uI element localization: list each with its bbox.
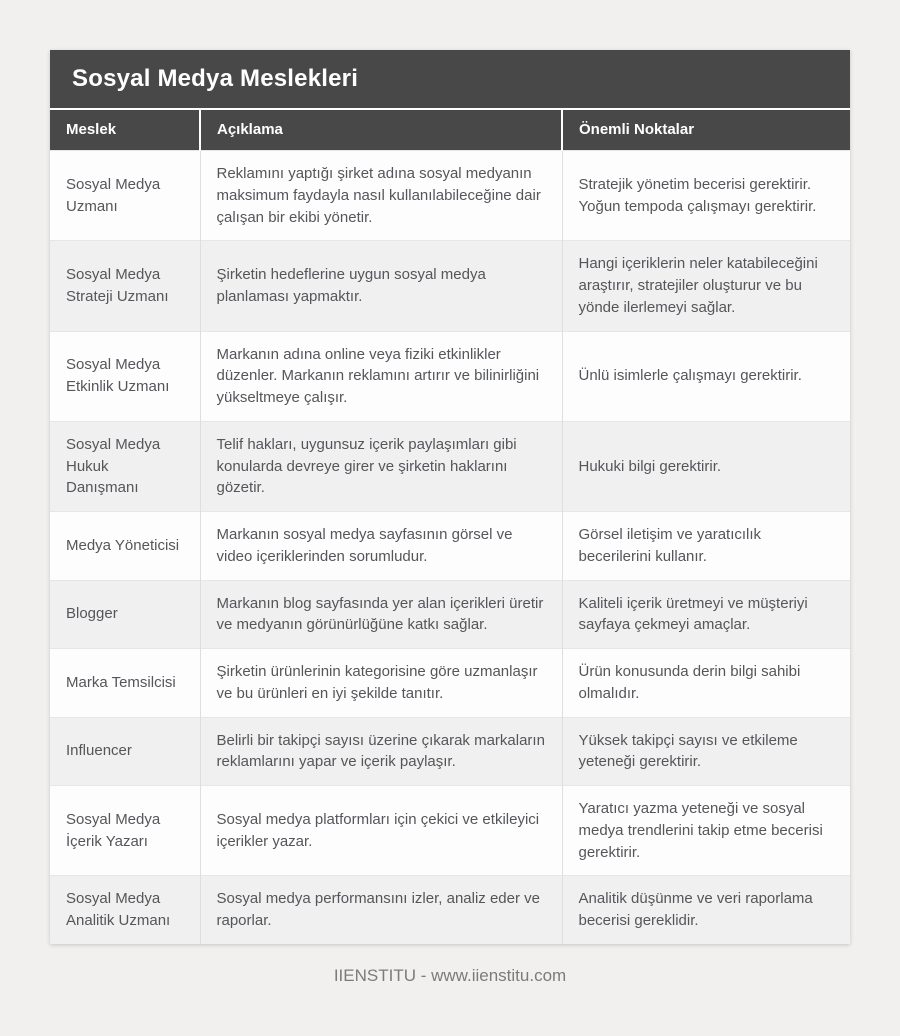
table-row: Blogger Markanın blog sayfasında yer alan…: [50, 579, 850, 649]
onemli-noktalar-cell: Hangi içeriklerin neler katabileceğini a…: [561, 240, 850, 331]
table-row: Medya Yöneticisi Markanın sosyal medya sa…: [50, 511, 850, 580]
onemli-noktalar-cell: Yaratıcı yazma yeteneği ve sosyal medya …: [561, 784, 850, 876]
meslek-cell: Sosyal Medya Analitik Uzmanı: [50, 875, 200, 944]
meslek-cell: Marka Temsilcisi: [50, 648, 200, 717]
title-bar: Sosyal Medya Meslekleri: [50, 50, 850, 110]
onemli-noktalar-cell: Hukuki bilgi gerektirir.: [561, 420, 850, 512]
onemli-noktalar-cell: Görsel iletişim ve yaratıcılık beceriler…: [561, 511, 850, 580]
aciklama-cell: Şirketin hedeflerine uygun sosyal medya …: [199, 240, 562, 331]
table-row: Sosyal Medya Analitik Uzmanı Sosyal medya…: [50, 875, 850, 944]
meslek-cell: Sosyal Medya Hukuk Danışmanı: [50, 420, 200, 512]
meslek-cell: Influencer: [50, 716, 200, 786]
table-row: Influencer Belirli bir takipçi sayısı üze…: [50, 716, 850, 786]
aciklama-cell: Sosyal medya performansını izler, analiz…: [199, 875, 562, 944]
column-header-aciklama: Açıklama: [199, 110, 562, 151]
table-row: Sosyal Medya Hukuk Danışmanı Telif haklar…: [50, 420, 850, 512]
column-header-onemli-noktalar: Önemli Noktalar: [561, 110, 850, 151]
aciklama-cell: Markanın blog sayfasında yer alan içerik…: [199, 579, 562, 649]
table-row: Sosyal Medya İçerik Yazarı Sosyal medya p…: [50, 784, 850, 876]
table-row: Sosyal Medya Strateji Uzmanı Şirketin hed…: [50, 240, 850, 331]
table-row: Marka Temsilcisi Şirketin ürünlerinin kat…: [50, 648, 850, 717]
aciklama-cell: Sosyal medya platformları için çekici ve…: [199, 784, 562, 876]
aciklama-cell: Markanın sosyal medya sayfasının görsel …: [199, 511, 562, 580]
table-card: Sosyal Medya Meslekleri Meslek Açıklama …: [50, 50, 850, 944]
aciklama-cell: Markanın adına online veya fiziki etkinl…: [199, 330, 562, 422]
table-header-row: Meslek Açıklama Önemli Noktalar: [50, 110, 850, 151]
table-row: Sosyal Medya Uzmanı Reklamını yaptığı şir…: [50, 149, 850, 241]
onemli-noktalar-cell: Yüksek takipçi sayısı ve etkileme yetene…: [561, 716, 850, 786]
meslek-cell: Sosyal Medya Strateji Uzmanı: [50, 240, 200, 331]
onemli-noktalar-cell: Stratejik yönetim becerisi gerektirir. Y…: [561, 149, 850, 241]
page-title: Sosyal Medya Meslekleri: [72, 65, 359, 92]
aciklama-cell: Şirketin ürünlerinin kategorisine göre u…: [199, 648, 562, 717]
table-body: Sosyal Medya Uzmanı Reklamını yaptığı şir…: [50, 149, 850, 944]
onemli-noktalar-cell: Analitik düşünme ve veri raporlama becer…: [561, 875, 850, 944]
page: Sosyal Medya Meslekleri Meslek Açıklama …: [50, 50, 850, 985]
footer-credit: IIENSTITU - www.iienstitu.com: [333, 965, 567, 985]
aciklama-cell: Belirli bir takipçi sayısı üzerine çıkar…: [199, 716, 562, 786]
meslek-cell: Sosyal Medya Etkinlik Uzmanı: [50, 330, 200, 422]
onemli-noktalar-cell: Ünlü isimlerle çalışmayı gerektirir.: [561, 330, 850, 422]
meslek-cell: Sosyal Medya İçerik Yazarı: [50, 784, 200, 876]
meslek-cell: Blogger: [50, 579, 200, 649]
aciklama-cell: Telif hakları, uygunsuz içerik paylaşıml…: [199, 420, 562, 512]
meslek-cell: Sosyal Medya Uzmanı: [50, 149, 200, 241]
table-row: Sosyal Medya Etkinlik Uzmanı Markanın adı…: [50, 330, 850, 422]
meslek-cell: Medya Yöneticisi: [50, 511, 200, 580]
onemli-noktalar-cell: Kaliteli içerik üretmeyi ve müşteriyi sa…: [561, 579, 850, 649]
aciklama-cell: Reklamını yaptığı şirket adına sosyal me…: [199, 149, 562, 241]
column-header-meslek: Meslek: [50, 110, 200, 151]
professions-table: Meslek Açıklama Önemli Noktalar Sosyal M…: [50, 110, 850, 944]
onemli-noktalar-cell: Ürün konusunda derin bilgi sahibi olmalı…: [561, 648, 850, 717]
